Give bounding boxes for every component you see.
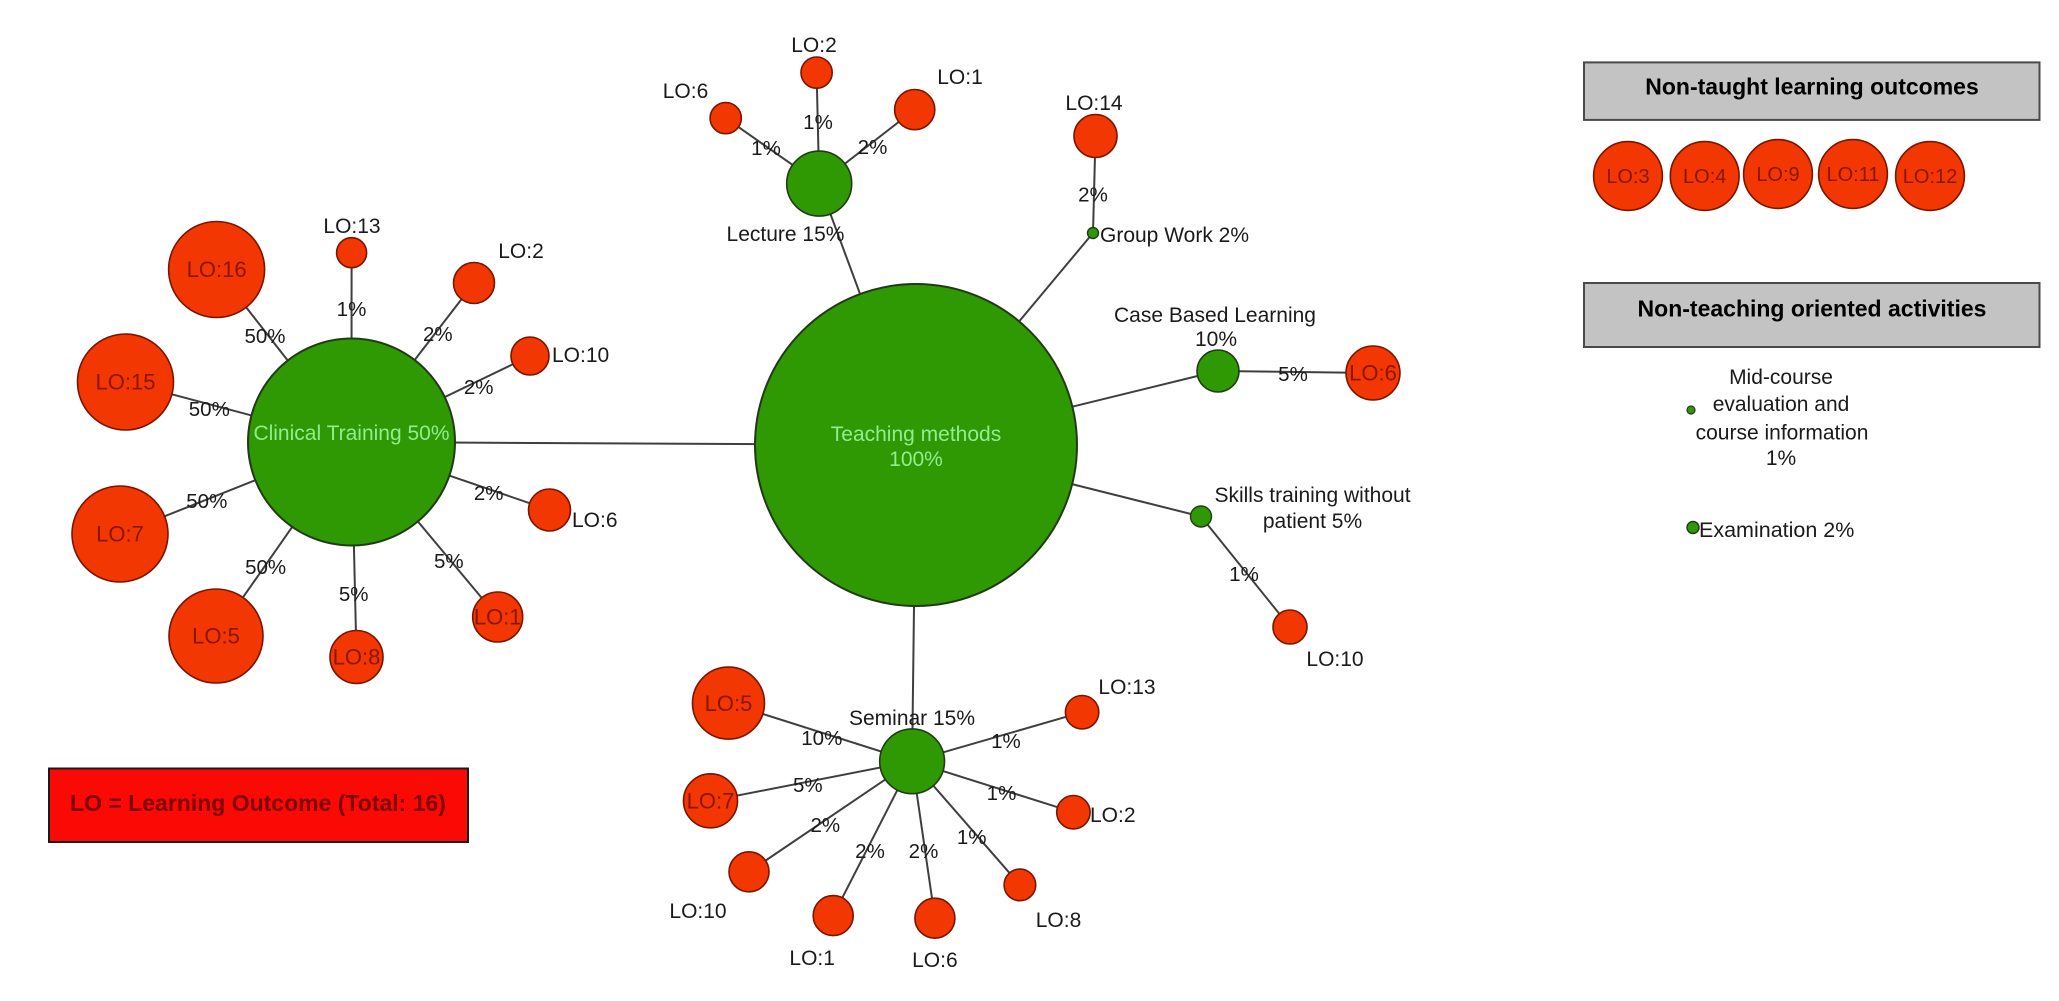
svg-text:LO:6: LO:6: [663, 80, 709, 103]
svg-text:LO:6: LO:6: [912, 949, 958, 972]
svg-text:LO:7: LO:7: [96, 522, 144, 547]
svg-text:LO:8: LO:8: [333, 645, 381, 670]
svg-text:LO:5: LO:5: [192, 624, 240, 649]
svg-text:1%: 1%: [337, 298, 367, 321]
svg-text:LO:1: LO:1: [474, 605, 522, 630]
svg-text:1%: 1%: [991, 730, 1021, 753]
svg-text:LO:10: LO:10: [1306, 648, 1363, 671]
svg-text:LO:13: LO:13: [323, 215, 380, 238]
svg-text:LO:6: LO:6: [1349, 361, 1397, 386]
svg-text:evaluation and: evaluation and: [1713, 393, 1850, 416]
svg-text:5%: 5%: [339, 583, 369, 606]
svg-text:10%: 10%: [1195, 328, 1237, 351]
svg-text:LO:2: LO:2: [498, 240, 544, 263]
svg-text:50%: 50%: [189, 398, 230, 421]
svg-text:Teaching methods: Teaching methods: [831, 423, 1001, 446]
svg-text:2%: 2%: [909, 840, 939, 863]
svg-text:Lecture 15%: Lecture 15%: [727, 223, 845, 246]
svg-text:LO:4: LO:4: [1683, 166, 1726, 188]
svg-text:Group Work 2%: Group Work 2%: [1100, 224, 1249, 247]
svg-text:5%: 5%: [793, 774, 823, 797]
svg-text:Examination 2%: Examination 2%: [1699, 518, 1854, 542]
svg-text:LO:14: LO:14: [1065, 92, 1123, 115]
svg-text:2%: 2%: [1078, 184, 1108, 207]
svg-text:LO:10: LO:10: [552, 344, 609, 367]
svg-text:1%: 1%: [1766, 447, 1796, 470]
svg-text:50%: 50%: [245, 556, 286, 579]
svg-text:LO:15: LO:15: [96, 370, 156, 395]
svg-text:LO:11: LO:11: [1827, 164, 1880, 186]
svg-text:course information: course information: [1696, 422, 1869, 445]
svg-text:Non-taught learning outcomes: Non-taught learning outcomes: [1645, 74, 1979, 100]
svg-text:2%: 2%: [423, 323, 453, 346]
svg-text:LO:2: LO:2: [1090, 804, 1136, 827]
svg-text:LO:16: LO:16: [187, 257, 247, 282]
svg-text:LO:1: LO:1: [937, 66, 983, 89]
svg-text:Clinical Training 50%: Clinical Training 50%: [253, 422, 449, 445]
svg-text:LO:13: LO:13: [1098, 676, 1155, 699]
svg-text:LO = Learning Outcome (Total:: LO = Learning Outcome (Total: 16): [70, 790, 446, 816]
svg-text:1%: 1%: [957, 826, 987, 849]
svg-text:patient 5%: patient 5%: [1263, 510, 1362, 533]
svg-text:1%: 1%: [751, 137, 781, 160]
svg-text:LO:7: LO:7: [687, 789, 735, 814]
svg-text:10%: 10%: [801, 727, 842, 750]
svg-text:LO:9: LO:9: [1756, 164, 1799, 186]
svg-text:2%: 2%: [474, 482, 504, 505]
svg-text:5%: 5%: [1278, 363, 1308, 386]
svg-text:2%: 2%: [855, 840, 885, 863]
svg-text:Seminar 15%: Seminar 15%: [849, 707, 975, 730]
svg-text:2%: 2%: [464, 376, 494, 399]
svg-text:1%: 1%: [987, 782, 1017, 805]
svg-text:LO:12: LO:12: [1903, 166, 1957, 188]
svg-text:50%: 50%: [186, 490, 227, 513]
svg-text:LO:1: LO:1: [789, 947, 835, 970]
svg-text:Mid-course: Mid-course: [1729, 366, 1833, 389]
svg-text:Case Based Learning: Case Based Learning: [1114, 304, 1316, 327]
svg-text:Non-teaching oriented activiti: Non-teaching oriented activities: [1638, 296, 1987, 322]
svg-text:LO:3: LO:3: [1606, 166, 1649, 188]
svg-text:LO:10: LO:10: [669, 900, 726, 923]
svg-text:50%: 50%: [244, 325, 285, 348]
svg-text:LO:6: LO:6: [572, 509, 618, 532]
svg-text:5%: 5%: [434, 550, 464, 573]
svg-text:2%: 2%: [810, 814, 840, 837]
svg-text:LO:8: LO:8: [1036, 909, 1082, 932]
svg-text:Skills training without: Skills training without: [1214, 484, 1410, 507]
svg-text:2%: 2%: [858, 136, 888, 159]
svg-text:1%: 1%: [1229, 563, 1259, 586]
svg-text:LO:5: LO:5: [705, 691, 753, 716]
svg-text:LO:2: LO:2: [791, 34, 837, 57]
svg-text:100%: 100%: [889, 448, 943, 471]
svg-text:1%: 1%: [803, 111, 833, 134]
